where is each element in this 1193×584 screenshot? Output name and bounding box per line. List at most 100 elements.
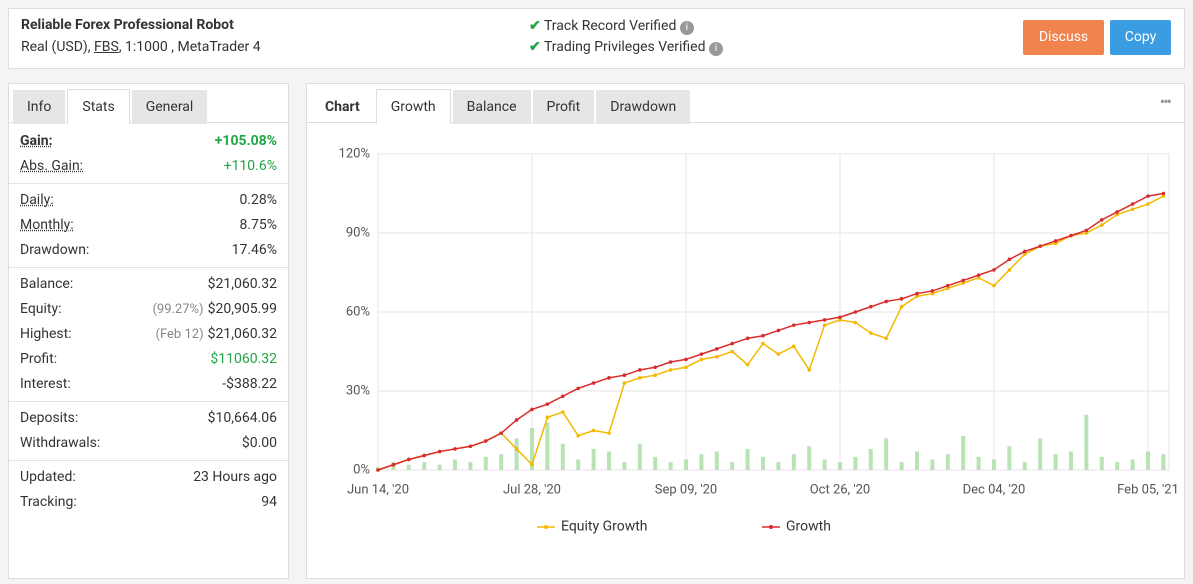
- x-tick-label: Feb 05, '21: [1117, 482, 1179, 497]
- bar: [992, 459, 996, 470]
- bar: [1130, 459, 1135, 470]
- point: [838, 315, 842, 320]
- stat-value: $11060.32: [210, 351, 277, 367]
- point: [761, 341, 765, 346]
- x-tick-label: Sep 09, '20: [655, 482, 717, 497]
- bar: [607, 451, 611, 470]
- point: [668, 368, 673, 372]
- stat-row: Interest: -$388.22: [9, 372, 288, 397]
- point: [514, 418, 519, 422]
- tabs: Info Stats General: [9, 84, 288, 124]
- stat-value-wrap: $10,664.06: [208, 406, 277, 431]
- broker[interactable]: FBS: [94, 39, 119, 55]
- bar: [1007, 446, 1012, 470]
- stat-row: Abs. Gain: +110.6%: [9, 154, 288, 179]
- stat-label: Drawdown:: [20, 242, 90, 258]
- tab[interactable]: Growth: [375, 89, 451, 124]
- point: [437, 449, 442, 454]
- point: [715, 354, 719, 359]
- bar: [622, 462, 627, 470]
- stat-value-wrap: 0.28%: [239, 188, 277, 213]
- tab[interactable]: General: [131, 90, 208, 124]
- stat-note: (Feb 12): [155, 327, 204, 342]
- stat-value: $21,060.32: [207, 276, 277, 292]
- stat-value: 23 Hours ago: [193, 469, 277, 485]
- point: [638, 368, 642, 372]
- point: [1146, 202, 1150, 206]
- stat-row: Equity: (99.27%) $20,905.99: [9, 297, 288, 322]
- chart-label: Chart: [325, 99, 360, 115]
- tab[interactable]: Info: [13, 90, 66, 124]
- stat-label: Gain:: [20, 133, 53, 149]
- point: [684, 357, 688, 362]
- stat-value: 94: [261, 494, 277, 510]
- title: Reliable Forex Professional Robot: [21, 17, 234, 33]
- point: [915, 294, 919, 298]
- point: [391, 462, 396, 467]
- point: [884, 299, 888, 304]
- point: [1146, 194, 1150, 198]
- bar: [976, 456, 981, 470]
- stat-value-wrap: $11060.32: [210, 347, 277, 372]
- point: [561, 394, 565, 399]
- stat-value-wrap: -$388.22: [222, 372, 277, 397]
- stat-value: $10,664.06: [207, 410, 277, 426]
- point: [1115, 212, 1119, 217]
- point: [607, 376, 611, 380]
- stat-label: Highest:: [20, 326, 72, 342]
- point: [1161, 191, 1166, 196]
- stat-label: Tracking:: [20, 494, 77, 510]
- tab[interactable]: Stats: [67, 89, 130, 124]
- x-tick-label: Jun 14, '20: [347, 482, 409, 497]
- point: [1100, 223, 1104, 227]
- point: [668, 360, 673, 364]
- y-tick-label: 90%: [346, 225, 370, 240]
- stat-value: 8.75%: [239, 217, 277, 233]
- bar: [1161, 454, 1166, 470]
- stat-value: 17.46%: [231, 242, 277, 258]
- point: [468, 444, 473, 449]
- copy-button[interactable]: Copy: [1110, 20, 1171, 55]
- stat-row: Balance: $21,060.32: [9, 272, 288, 297]
- bar: [807, 446, 812, 470]
- bar: [437, 464, 442, 470]
- y-tick-label: 60%: [346, 304, 370, 319]
- point: [499, 431, 503, 435]
- point: [1007, 268, 1012, 272]
- bar: [514, 438, 519, 470]
- menu[interactable]: •••: [1159, 92, 1172, 111]
- bar: [422, 462, 427, 470]
- stats: Gain: +105.08% Abs. Gain: +110.6% Daily: 0.28…: [9, 123, 288, 515]
- bar: [1115, 462, 1120, 470]
- bar: [791, 454, 796, 470]
- point: [591, 428, 596, 433]
- bar: [560, 443, 565, 470]
- bar: [884, 438, 889, 470]
- stat-value: -$388.22: [222, 376, 277, 392]
- stat-label: Balance:: [20, 276, 74, 292]
- point: [653, 373, 657, 377]
- separator: [9, 401, 288, 402]
- stat-value: $20,905.99: [207, 301, 277, 317]
- bar: [1053, 454, 1058, 470]
- separator: [9, 460, 288, 461]
- legend-label: Equity Growth: [561, 519, 648, 535]
- point: [407, 457, 411, 462]
- tab[interactable]: Balance: [452, 90, 531, 124]
- point: [884, 336, 888, 341]
- bar: [945, 454, 950, 470]
- bar: [530, 427, 534, 470]
- bar: [1146, 451, 1150, 470]
- bar: [868, 448, 873, 470]
- subtitle: Real (USD), FBS, 1:1000 , MetaTrader 4: [21, 39, 261, 55]
- stat-label: Equity:: [20, 301, 62, 317]
- stat-row: Daily: 0.28%: [9, 188, 288, 213]
- discuss-button[interactable]: Discuss: [1023, 20, 1104, 55]
- point: [961, 278, 965, 283]
- point: [976, 275, 981, 280]
- y-tick-label: 120%: [339, 146, 370, 161]
- verified-item: Trading Privileges Verified: [543, 39, 706, 55]
- stat-value-wrap: 17.46%: [232, 238, 277, 263]
- tab[interactable]: Drawdown: [596, 90, 691, 124]
- tab[interactable]: Profit: [532, 90, 595, 124]
